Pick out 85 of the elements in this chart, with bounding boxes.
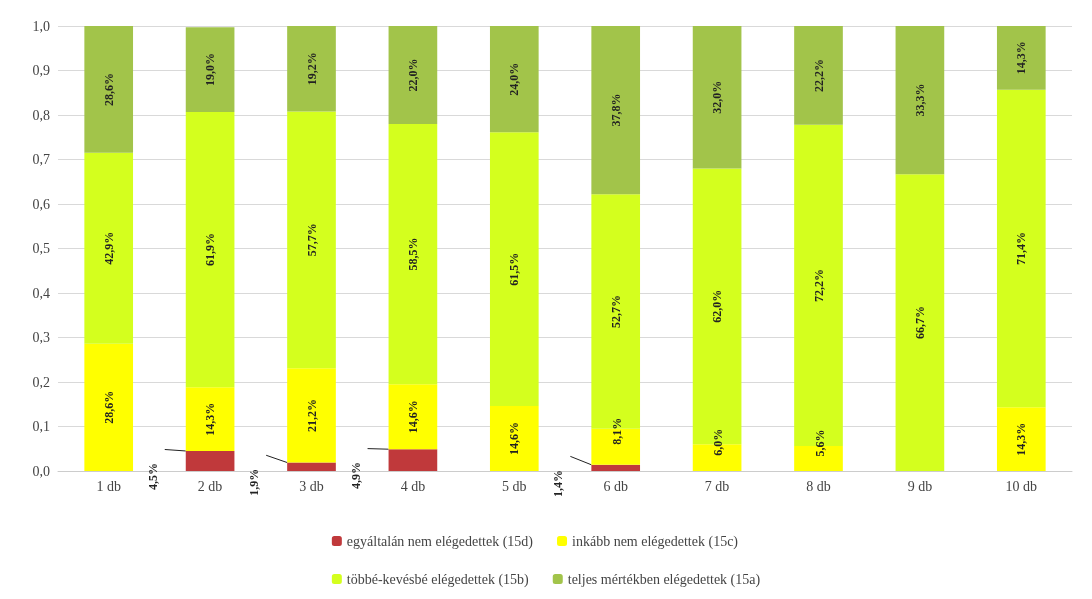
data-label: 21,2% xyxy=(304,398,319,432)
bar xyxy=(388,449,438,471)
bar xyxy=(287,26,336,112)
y-tick-label: 0,0 xyxy=(32,463,50,479)
data-label: 5,6% xyxy=(812,429,827,457)
data-label: 61,5% xyxy=(507,252,522,286)
bar xyxy=(591,26,641,195)
data-label: 52,7% xyxy=(608,294,623,328)
data-label: 61,9% xyxy=(203,233,218,267)
bar xyxy=(895,26,945,175)
data-label: 19,2% xyxy=(304,52,319,86)
data-label: 37,8% xyxy=(608,93,623,127)
bar xyxy=(185,387,235,451)
data-label: 1,9% xyxy=(247,468,262,496)
bar xyxy=(489,406,539,471)
data-label: 14,3% xyxy=(1014,41,1029,75)
bar xyxy=(996,26,1046,90)
bar xyxy=(287,462,336,471)
y-tick-label: 0,7 xyxy=(32,152,50,167)
bar xyxy=(692,26,742,169)
data-label: 58,5% xyxy=(405,237,420,271)
bar xyxy=(84,152,134,344)
data-label: 66,7% xyxy=(912,306,927,340)
x-tick-label: 7 db xyxy=(704,478,730,494)
data-label: 6,0% xyxy=(711,428,726,456)
legend-label: egyáltalán nem elégedettek (15d) xyxy=(346,533,534,550)
legend-label: többé-kevésbé elégedettek (15b) xyxy=(346,571,530,588)
y-tick-label: 0,4 xyxy=(32,285,50,301)
x-tick-label: 1 db xyxy=(96,478,121,494)
data-label: 28,6% xyxy=(101,72,116,106)
data-label: 71,4% xyxy=(1014,232,1029,265)
bar xyxy=(489,26,539,133)
x-tick-label: 2 db xyxy=(197,478,223,494)
data-label: 4,5% xyxy=(145,462,160,490)
data-label: 62,0% xyxy=(710,289,725,323)
data-label: 19,0% xyxy=(203,53,218,87)
data-label: 14,6% xyxy=(507,422,522,456)
y-tick-label: 0,6 xyxy=(32,196,50,212)
data-label: 1,4% xyxy=(551,469,566,497)
bar xyxy=(591,464,641,471)
x-tick-label: 5 db xyxy=(502,478,527,494)
y-tick-label: 1,0 xyxy=(32,18,50,34)
bar xyxy=(185,450,235,471)
bar xyxy=(84,26,134,153)
data-label: 14,3% xyxy=(1014,422,1029,456)
y-tick-label: 0,8 xyxy=(32,107,50,123)
bar xyxy=(489,132,539,407)
data-label: 22,0% xyxy=(405,58,420,92)
data-label: 22,2% xyxy=(811,58,826,92)
data-label: 28,6% xyxy=(101,390,116,424)
bar xyxy=(84,343,134,471)
bar xyxy=(996,89,1046,408)
data-label: 72,2% xyxy=(811,268,826,302)
x-tick-label: 6 db xyxy=(603,478,628,494)
x-tick-label: 9 db xyxy=(907,478,933,494)
y-tick-label: 0,9 xyxy=(32,63,50,78)
bar xyxy=(287,111,336,369)
y-tick-label: 0,5 xyxy=(32,241,50,256)
x-tick-label: 3 db xyxy=(299,478,324,494)
y-tick-label: 0,1 xyxy=(32,419,50,434)
legend-label: inkább nem elégedettek (15c) xyxy=(572,533,739,550)
y-tick-label: 0,2 xyxy=(32,374,50,390)
data-label: 32,0% xyxy=(710,80,725,114)
x-tick-label: 4 db xyxy=(400,478,426,494)
data-label: 14,6% xyxy=(405,400,420,434)
bar xyxy=(185,27,235,112)
bar xyxy=(185,111,235,388)
data-label: 24,0% xyxy=(507,62,522,96)
data-label: 42,9% xyxy=(101,231,116,265)
data-label: 8,1% xyxy=(610,417,625,445)
x-tick-label: 10 db xyxy=(1005,478,1038,494)
bar xyxy=(388,384,438,450)
data-label: 33,3% xyxy=(912,83,927,117)
bar xyxy=(287,368,336,463)
bar xyxy=(388,123,438,385)
x-tick-label: 8 db xyxy=(806,478,831,494)
legend-label: teljes mértékben elégedettek (15a) xyxy=(567,571,761,588)
y-tick-label: 0,3 xyxy=(32,330,50,345)
bar xyxy=(895,174,945,471)
data-label: 14,3% xyxy=(203,402,218,436)
data-label: 4,9% xyxy=(348,462,363,490)
bar xyxy=(996,407,1046,471)
bar xyxy=(794,26,843,125)
data-label: 57,7% xyxy=(304,223,319,257)
bar xyxy=(388,26,438,124)
